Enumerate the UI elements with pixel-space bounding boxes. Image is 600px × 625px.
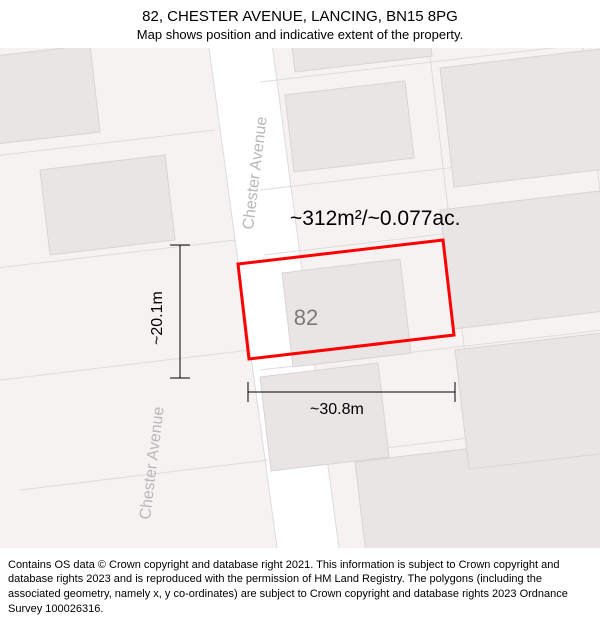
header: 82, CHESTER AVENUE, LANCING, BN15 8PG Ma… bbox=[0, 0, 600, 46]
page-subtitle: Map shows position and indicative extent… bbox=[10, 27, 590, 42]
svg-text:82: 82 bbox=[294, 305, 318, 330]
property-map: 82~312m²/~0.077ac.Chester AvenueChester … bbox=[0, 0, 600, 625]
svg-text:~30.8m: ~30.8m bbox=[310, 401, 364, 418]
svg-text:~20.1m: ~20.1m bbox=[149, 291, 166, 345]
svg-text:~312m²/~0.077ac.: ~312m²/~0.077ac. bbox=[290, 207, 460, 230]
copyright-footer: Contains OS data © Crown copyright and d… bbox=[0, 552, 600, 625]
page-title: 82, CHESTER AVENUE, LANCING, BN15 8PG bbox=[10, 8, 590, 25]
